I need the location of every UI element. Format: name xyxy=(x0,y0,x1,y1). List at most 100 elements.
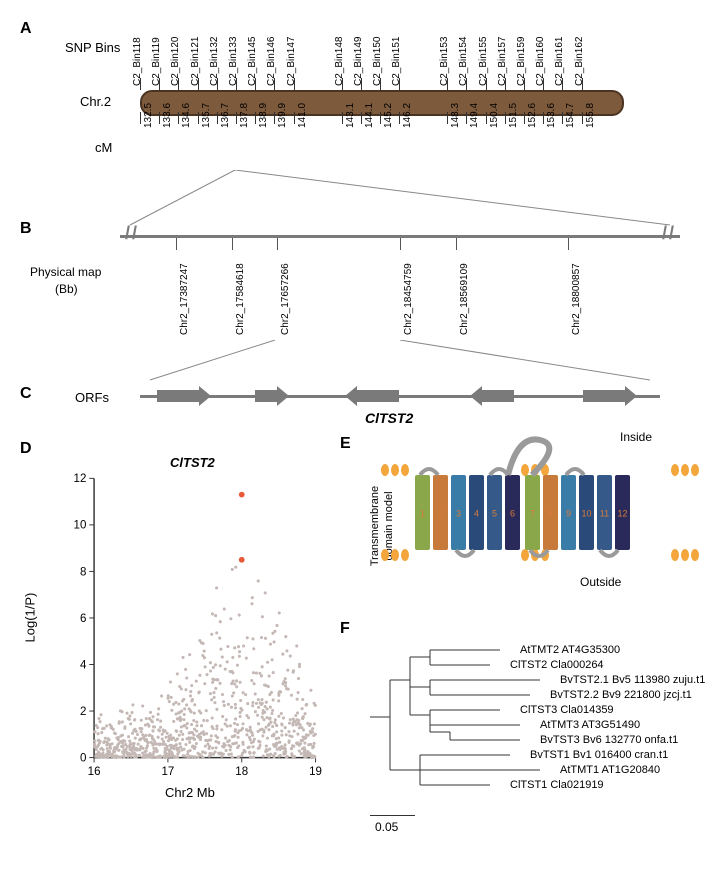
panel-d-label: D xyxy=(20,440,32,458)
bin-name: C2_Bin160 xyxy=(535,37,546,86)
bin-tick xyxy=(294,112,295,124)
bin-cm: 148.3 xyxy=(450,103,461,128)
svg-text:10: 10 xyxy=(74,520,87,532)
bin-cm: 141.0 xyxy=(297,103,308,128)
bin-cm: 153.6 xyxy=(546,103,557,128)
bin-name: C2_Bin162 xyxy=(574,37,585,86)
bin-cm: 149.4 xyxy=(469,103,480,128)
bin-name: C2_Bin147 xyxy=(286,37,297,86)
cm-label: cM xyxy=(95,140,112,155)
svg-text:11: 11 xyxy=(600,509,609,519)
bin-cm: 151.5 xyxy=(508,103,519,128)
panel-c-label: C xyxy=(20,385,32,403)
tree-tip: BvTST1 Bv1 016400 cran.t1 xyxy=(530,749,668,761)
svg-text:8: 8 xyxy=(548,509,553,519)
bin-cm: 134.6 xyxy=(181,103,192,128)
orf-arrow xyxy=(343,386,405,406)
svg-text:0: 0 xyxy=(80,752,86,764)
scale-bar xyxy=(370,815,415,816)
orf-arrow xyxy=(255,386,297,406)
bin-tick xyxy=(380,112,381,124)
bin-cm: 136.7 xyxy=(220,103,231,128)
phys-marker: Chr2_17657266 xyxy=(280,263,291,335)
bin-tick xyxy=(159,112,160,124)
phys-tick xyxy=(232,238,233,250)
svg-text:4: 4 xyxy=(474,509,479,519)
bin-name: C2_Bin118 xyxy=(132,37,143,86)
phys-tick xyxy=(176,238,177,250)
svg-text:3: 3 xyxy=(456,509,461,519)
bin-cm: 139.9 xyxy=(277,103,288,128)
tree-tip: AtTMT2 AT4G35300 xyxy=(520,644,620,656)
phys-marker: Chr2_17387247 xyxy=(179,263,190,335)
phys-map-label-1: Physical map xyxy=(30,265,101,279)
bin-tick xyxy=(466,112,467,124)
break-left-1: / xyxy=(125,223,130,244)
bin-name: C2_Bin120 xyxy=(170,37,181,86)
bin-cm: 138.9 xyxy=(258,103,269,128)
y-axis-label: Log(1/P) xyxy=(23,593,38,643)
bin-name: C2_Bin121 xyxy=(190,37,201,86)
tree-tip: ClTST3 Cla014359 xyxy=(520,704,614,716)
svg-text:8: 8 xyxy=(80,566,86,578)
svg-text:6: 6 xyxy=(80,613,86,625)
break-right-2: / xyxy=(669,223,674,244)
phys-tick xyxy=(456,238,457,250)
bin-tick xyxy=(486,112,487,124)
panel-b: B Physical map (Bb) / / / / Chr2_1738724… xyxy=(20,220,702,340)
svg-text:12: 12 xyxy=(74,473,87,485)
svg-text:6: 6 xyxy=(510,509,515,519)
panel-f-label: F xyxy=(340,620,350,638)
x-axis-label: Chr2 Mb xyxy=(165,785,215,800)
bin-name: C2_Bin119 xyxy=(151,37,162,86)
figure: A SNP Bins Chr.2 cM C2_Bin118 132.5 C2_Bin… xyxy=(20,20,702,450)
phys-map-label-2: (Bb) xyxy=(55,282,78,296)
panel-d: D ClTST2 16171819024681012 Chr2 Mb Log(1… xyxy=(20,440,330,820)
tree-tip: BvTST2.2 Bv9 221800 jzcj.t1 xyxy=(550,689,692,701)
bin-tick xyxy=(198,112,199,124)
bin-tick xyxy=(178,112,179,124)
scale-label: 0.05 xyxy=(375,820,398,834)
bin-tick xyxy=(447,112,448,124)
svg-text:7: 7 xyxy=(530,509,535,519)
tree-tip: AtTMT1 AT1G20840 xyxy=(560,764,660,776)
phys-tick xyxy=(568,238,569,250)
bin-cm: 154.7 xyxy=(565,103,576,128)
svg-text:19: 19 xyxy=(309,766,322,778)
bin-tick xyxy=(505,112,506,124)
tm-diagram: 123456789101112 xyxy=(340,420,700,590)
svg-text:12: 12 xyxy=(617,509,627,519)
bin-tick xyxy=(236,112,237,124)
phys-marker: Chr2_18569109 xyxy=(459,263,470,335)
bin-name: C2_Bin149 xyxy=(353,37,364,86)
break-right-1: / xyxy=(662,223,667,244)
bin-tick xyxy=(562,112,563,124)
bin-name: C2_Bin148 xyxy=(334,37,345,86)
tree-tip: ClTST1 Cla021919 xyxy=(510,779,604,791)
tree-tip: BvTST3 Bv6 132770 onfa.t1 xyxy=(540,734,678,746)
panel-f: F AtTMT2 AT4G35300ClTST2 Cla000264BvTST2… xyxy=(340,620,700,850)
snp-bins-label: SNP Bins xyxy=(65,40,120,55)
svg-text:2: 2 xyxy=(438,509,443,519)
scatter-plot: 16171819024681012 xyxy=(70,470,330,790)
bin-name: C2_Bin133 xyxy=(228,37,239,86)
panel-a: A SNP Bins Chr.2 cM C2_Bin118 132.5 C2_Bin… xyxy=(20,20,702,190)
bin-tick xyxy=(399,112,400,124)
panel-e: E Transmembrane domain model Inside Outs… xyxy=(340,420,700,600)
bin-name: C2_Bin161 xyxy=(554,37,565,86)
tree-tip: BvTST2.1 Bv5 113980 zuju.t1 xyxy=(560,674,705,686)
bin-cm: 155.8 xyxy=(585,103,596,128)
bin-tick xyxy=(255,112,256,124)
svg-text:1: 1 xyxy=(420,509,425,519)
tree-tip: AtTMT3 AT3G51490 xyxy=(540,719,640,731)
bin-cm: 132.5 xyxy=(143,103,154,128)
svg-text:10: 10 xyxy=(581,509,591,519)
bin-tick xyxy=(361,112,362,124)
svg-text:17: 17 xyxy=(161,766,174,778)
chr2-label: Chr.2 xyxy=(80,94,111,109)
bin-name: C2_Bin154 xyxy=(458,37,469,86)
bin-tick xyxy=(582,112,583,124)
bin-cm: 135.7 xyxy=(201,103,212,128)
bin-cm: 137.8 xyxy=(239,103,250,128)
panel-a-label: A xyxy=(20,20,32,38)
